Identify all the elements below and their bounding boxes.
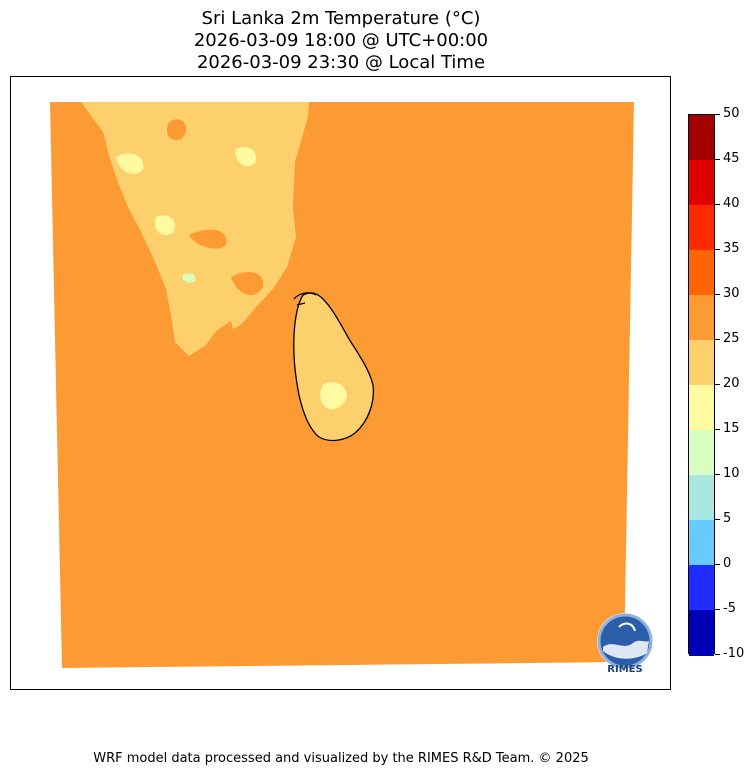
cool-patch-sri-lanka [320, 382, 347, 410]
colorbar-segment [689, 430, 714, 476]
warm-patch-india-2 [189, 229, 227, 249]
colorbar-segment [689, 475, 714, 521]
colorbar-tick-mark [715, 564, 720, 565]
colorbar-tick-label: 10 [723, 466, 740, 481]
title-line-2: 2026-03-09 18:00 @ UTC+00:00 [193, 30, 489, 51]
cool-patch-india-2 [235, 146, 256, 167]
colorbar-tick-label: 45 [723, 151, 740, 166]
colorbar-tick-label: 15 [723, 421, 740, 436]
colorbar-segment [689, 205, 714, 251]
jaffna-peninsula-coastline [293, 292, 317, 306]
cool-patch-india-3 [154, 215, 176, 236]
sri-lanka-coastline [293, 292, 375, 442]
colorbar-tick-mark [715, 384, 720, 385]
colorbar-tick-label: 35 [723, 241, 740, 256]
rimes-logo-text: RIMES [607, 664, 642, 675]
colorbar-segment [689, 340, 714, 386]
colorbar-tick-label: 40 [723, 196, 740, 211]
colorbar-segment [689, 565, 714, 611]
colorbar-tick-label: 5 [723, 511, 732, 526]
colorbar-segment [689, 520, 714, 566]
colorbar-tick-label: 50 [723, 106, 740, 121]
temperature-map: RIMES [50, 102, 653, 675]
colorbar-tick-label: 25 [723, 331, 740, 346]
colorbar-tick-mark [715, 609, 720, 610]
coldest-patch-india [182, 273, 196, 283]
credit-text: WRF model data processed and visualized … [93, 751, 589, 766]
colorbar-tick-mark [715, 204, 720, 205]
rimes-logo: RIMES [597, 613, 653, 675]
title-line-3: 2026-03-09 23:30 @ Local Time [196, 52, 486, 73]
colorbar-segment [689, 115, 714, 161]
colorbar-tick-label: 20 [723, 376, 740, 391]
map-title: Sri Lanka 2m Temperature (°C) 2026-03-09… [0, 8, 682, 74]
colorbar-tick-mark [715, 249, 720, 250]
warm-patch-india-4 [145, 301, 160, 316]
colorbar-segment [689, 610, 714, 656]
warm-patch-india-3 [231, 272, 264, 296]
colorbar-segment [689, 160, 714, 206]
colorbar-tick-mark [715, 339, 720, 340]
colorbar-tick-label: -10 [723, 646, 745, 661]
colorbar-tick-mark [715, 114, 720, 115]
colorbar-segment [689, 295, 714, 341]
colorbar-tick-mark [715, 159, 720, 160]
colorbar [688, 114, 715, 656]
colorbar-tick-mark [715, 519, 720, 520]
colorbar-tick-mark [715, 654, 720, 655]
warm-patch-india-1 [166, 119, 187, 141]
colorbar-tick-label: -5 [723, 601, 736, 616]
sri-lanka-landmass [293, 292, 374, 441]
colorbar-tick-label: 0 [723, 556, 732, 571]
colorbar-segment [689, 385, 714, 431]
colorbar-tick-mark [715, 294, 720, 295]
colorbar-segment [689, 250, 714, 296]
colorbar-tick-mark [715, 474, 720, 475]
colorbar-tick-mark [715, 429, 720, 430]
cool-patch-india-1 [116, 153, 144, 174]
colorbar-tick-label: 30 [723, 286, 740, 301]
title-line-1: Sri Lanka 2m Temperature (°C) [201, 8, 481, 29]
map-panel: RIMES [10, 76, 671, 690]
